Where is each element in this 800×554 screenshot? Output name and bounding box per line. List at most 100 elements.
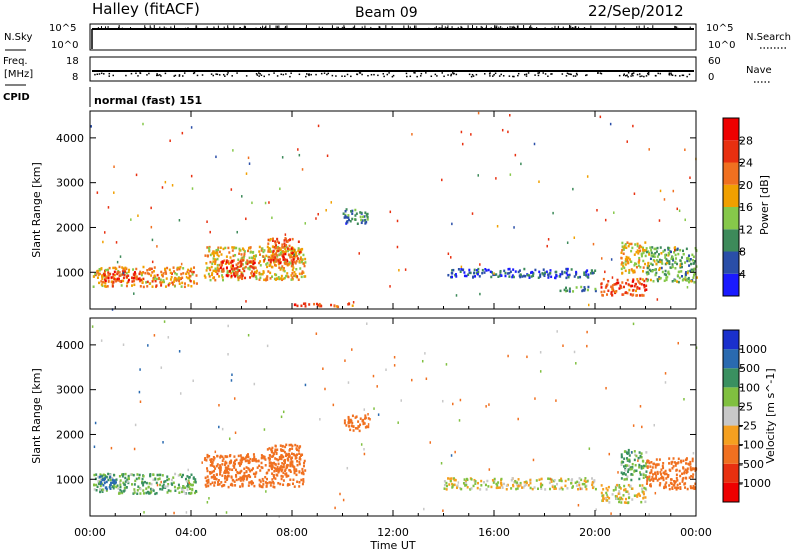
data-cell bbox=[618, 287, 621, 290]
data-cell bbox=[638, 246, 641, 250]
data-cell bbox=[120, 490, 123, 493]
noise-cell bbox=[342, 498, 345, 502]
data-cell bbox=[517, 484, 520, 488]
data-cell bbox=[625, 457, 628, 460]
power-colorbar-tick-label: 20 bbox=[739, 179, 753, 192]
noise-cell bbox=[599, 115, 602, 119]
nave-dot bbox=[468, 73, 471, 76]
nave-dot bbox=[359, 72, 362, 74]
data-cell bbox=[261, 272, 264, 276]
noise-cell bbox=[424, 352, 426, 355]
power-colorbar-tick-label: 4 bbox=[739, 268, 746, 281]
data-cell bbox=[134, 479, 137, 483]
data-cell bbox=[296, 463, 299, 467]
data-cell bbox=[641, 278, 644, 281]
noise-cell bbox=[253, 382, 256, 386]
noise-cell bbox=[278, 515, 280, 518]
data-cell bbox=[516, 481, 519, 484]
noise-cell bbox=[174, 285, 176, 288]
data-cell bbox=[565, 267, 568, 271]
data-cell bbox=[227, 485, 230, 489]
noise-cell bbox=[332, 403, 335, 407]
data-cell bbox=[232, 254, 235, 258]
data-cell bbox=[280, 477, 283, 481]
data-cell bbox=[508, 267, 511, 271]
data-cell bbox=[642, 259, 645, 263]
data-cell bbox=[279, 248, 282, 251]
data-cell bbox=[692, 273, 695, 277]
noise-cell bbox=[496, 224, 499, 228]
data-cell bbox=[664, 253, 667, 257]
data-cell bbox=[171, 281, 174, 284]
data-cell bbox=[300, 272, 303, 275]
nave-dot bbox=[585, 74, 587, 77]
data-cell bbox=[482, 480, 485, 484]
data-cell bbox=[271, 237, 274, 241]
data-cell bbox=[288, 248, 291, 251]
data-cell bbox=[235, 458, 238, 462]
noise-cell bbox=[352, 301, 355, 304]
data-cell bbox=[578, 481, 581, 485]
data-cell bbox=[668, 457, 671, 460]
data-cell bbox=[249, 260, 252, 263]
noise-cell bbox=[160, 366, 163, 369]
velocity-colorbar-cell bbox=[723, 387, 739, 407]
data-cell bbox=[575, 286, 578, 289]
nave-dot bbox=[655, 75, 657, 77]
noise-cell bbox=[460, 130, 463, 134]
data-cell bbox=[620, 501, 623, 504]
data-cell bbox=[216, 253, 219, 256]
data-cell bbox=[275, 273, 278, 277]
noise-cell bbox=[648, 148, 650, 151]
data-cell bbox=[250, 482, 253, 486]
data-cell bbox=[660, 475, 663, 479]
data-cell bbox=[478, 275, 481, 278]
nave-dot bbox=[668, 74, 671, 76]
data-cell bbox=[623, 266, 626, 270]
nave-dot bbox=[268, 73, 270, 76]
data-cell bbox=[283, 260, 286, 263]
data-cell bbox=[662, 461, 665, 465]
noise-cell bbox=[632, 322, 635, 326]
data-cell bbox=[281, 444, 284, 448]
data-cell bbox=[656, 246, 659, 250]
data-cell bbox=[92, 275, 95, 278]
data-cell bbox=[100, 480, 103, 484]
x-tick-label: 04:00 bbox=[175, 526, 207, 539]
data-cell bbox=[247, 467, 250, 470]
data-cell bbox=[623, 488, 626, 492]
nave-dot bbox=[625, 74, 627, 77]
noise-cell bbox=[181, 131, 184, 135]
data-cell bbox=[232, 259, 235, 262]
data-cell bbox=[245, 261, 248, 264]
data-cell bbox=[364, 414, 367, 417]
nsearch-label: N.Search bbox=[746, 32, 791, 43]
noise-cell bbox=[111, 308, 114, 311]
data-cell bbox=[304, 257, 307, 261]
freq-tick-low: 8 bbox=[72, 72, 78, 83]
data-cell bbox=[174, 271, 177, 275]
noise-cell bbox=[579, 487, 582, 491]
data-cell bbox=[170, 275, 173, 279]
data-cell bbox=[362, 215, 365, 219]
data-cell bbox=[646, 266, 649, 270]
data-cell bbox=[654, 466, 657, 469]
data-cell bbox=[231, 267, 234, 271]
data-cell bbox=[443, 480, 446, 483]
data-cell bbox=[224, 455, 227, 458]
data-cell bbox=[122, 481, 125, 485]
data-cell bbox=[693, 487, 696, 491]
data-cell bbox=[505, 488, 508, 491]
data-cell bbox=[279, 444, 282, 447]
data-cell bbox=[479, 488, 482, 491]
data-cell bbox=[227, 262, 230, 265]
data-cell bbox=[104, 282, 107, 285]
data-cell bbox=[293, 274, 296, 278]
data-cell bbox=[283, 239, 286, 242]
data-cell bbox=[460, 487, 463, 491]
data-cell bbox=[241, 458, 244, 461]
data-cell bbox=[302, 464, 305, 468]
data-cell bbox=[529, 271, 532, 274]
data-cell bbox=[269, 260, 272, 263]
data-cell bbox=[672, 259, 675, 262]
